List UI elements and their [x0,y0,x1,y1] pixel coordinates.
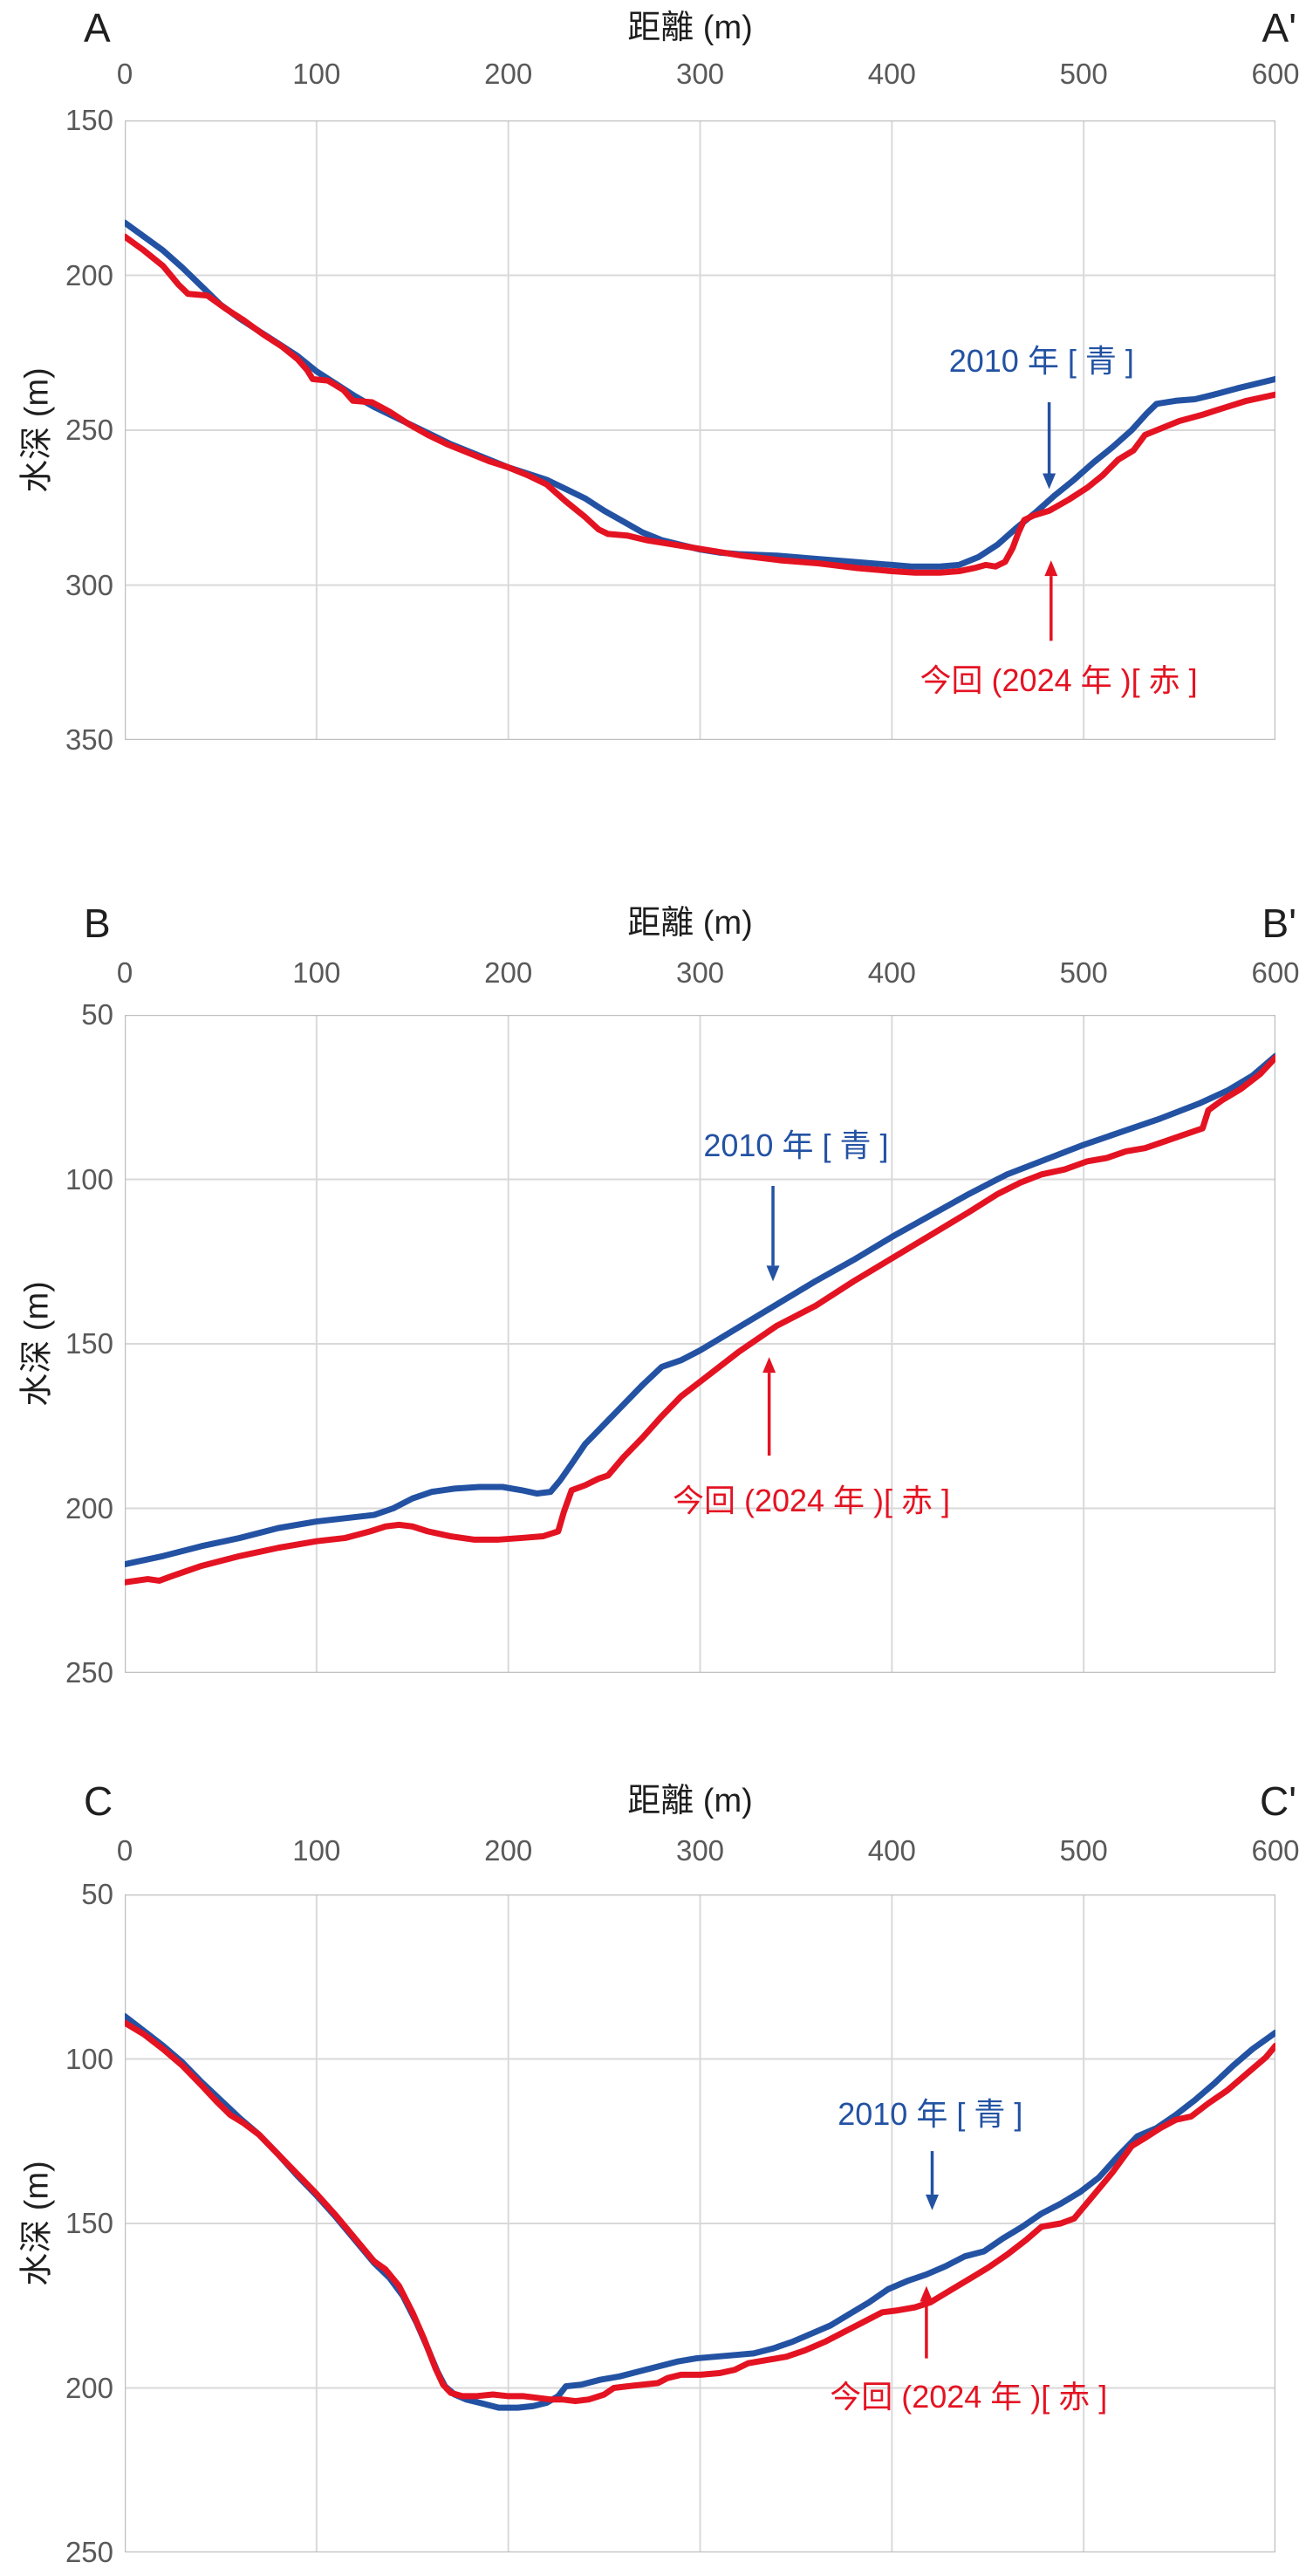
panel-a-y-axis-title: 水深 (m) [18,367,56,493]
panel-c-plot-svg [125,1894,1275,2552]
y-tick-150: 150 [65,1327,113,1360]
x-tick-0: 0 [116,1834,133,1867]
annotation-arrowhead-0 [766,1265,780,1282]
panel-c-header: C 距離 (m) C' [84,1777,1296,1826]
curve-今回(2024年)[赤] [125,1058,1275,1582]
y-tick-50: 50 [81,998,113,1031]
annotation-arrowhead-1 [762,1357,776,1374]
panel-c-x-axis-title: 距離 (m) [627,1783,753,1819]
panel-a-x-axis-title: 距離 (m) [627,10,753,46]
x-tick-300: 300 [675,1834,725,1867]
panel-b-plot-area: 2010 年 [ 青 ] 今回 (2024 年 )[ 赤 ] [125,1015,1275,1673]
panel-c-end-label: C' [1259,1778,1296,1824]
x-tick-100: 100 [292,58,341,90]
legend-label-2024-a: 今回 (2024 年 )[ 赤 ] [920,662,1198,698]
panel-b-y-tick-labels: 50 100 150 200 250 [16,998,113,1689]
legend-label-2010-a: 2010 年 [ 青 ] [948,343,1134,380]
y-tick-100: 100 [65,1162,113,1196]
x-tick-0: 0 [116,956,133,989]
x-tick-500: 500 [1059,956,1108,989]
legend-label-2010-c: 2010 年 [ 青 ] [838,2095,1023,2132]
annotation-arrowhead-0 [925,2194,939,2210]
panel-c-y-tick-labels: 50 100 150 200 250 [16,1878,113,2568]
annotation-arrowhead-1 [1044,560,1058,577]
annotation-arrowhead-0 [1043,473,1056,490]
x-tick-400: 400 [867,58,916,90]
x-tick-0: 0 [116,58,133,90]
panel-b-start-label: B [84,901,111,946]
x-tick-300: 300 [675,58,725,90]
x-tick-300: 300 [675,956,725,989]
panel-b-x-axis-title: 距離 (m) [627,905,753,942]
panel-b-end-label: B' [1262,901,1296,946]
panel-c-start-label: C [84,1778,113,1824]
y-tick-150: 150 [65,104,113,136]
y-tick-250: 250 [65,414,113,446]
y-tick-200: 200 [65,2371,113,2404]
y-tick-300: 300 [65,568,113,601]
y-tick-150: 150 [65,2207,113,2239]
x-tick-500: 500 [1059,1834,1108,1867]
x-tick-600: 600 [1251,58,1300,90]
y-tick-100: 100 [65,2042,113,2075]
x-tick-100: 100 [292,1834,341,1867]
legend-label-2024-c: 今回 (2024 年 )[ 赤 ] [830,2379,1108,2415]
panel-a-y-tick-labels: 150 200 250 300 350 [16,104,113,756]
y-tick-350: 350 [65,723,113,756]
x-tick-600: 600 [1251,956,1300,989]
panel-a-header: A 距離 (m) A' [84,3,1296,52]
y-tick-200: 200 [65,1491,113,1524]
y-tick-250: 250 [65,1656,113,1689]
panel-b-plot-svg [125,1015,1275,1673]
x-tick-200: 200 [484,956,533,989]
panel-b-y-axis-title: 水深 (m) [18,1281,56,1407]
y-tick-250: 250 [65,2536,113,2568]
panel-b-header: B 距離 (m) B' [84,899,1296,948]
panel-c-plot-area: 2010 年 [ 青 ] 今回 (2024 年 )[ 赤 ] [125,1894,1275,2552]
panel-a-plot-svg [125,120,1275,740]
panel-a-end-label: A' [1262,5,1296,51]
x-tick-600: 600 [1251,1834,1300,1867]
curve-今回(2024年)[赤] [125,2023,1275,2401]
panel-a-start-label: A [84,5,111,51]
x-tick-100: 100 [292,956,341,989]
x-tick-200: 200 [484,58,533,90]
annotation-arrowhead-1 [920,2285,933,2302]
panel-c-x-tick-labels: 0 100 200 300 400 500 600 [117,1833,1300,1869]
x-tick-500: 500 [1059,58,1108,90]
legend-label-2024-b: 今回 (2024 年 )[ 赤 ] [672,1483,951,1519]
y-tick-200: 200 [65,258,113,291]
x-tick-400: 400 [867,956,916,989]
panel-a-plot-area: 2010 年 [ 青 ] 今回 (2024 年 )[ 赤 ] [125,120,1275,740]
y-tick-50: 50 [81,1878,113,1910]
legend-label-2010-b: 2010 年 [ 青 ] [703,1127,889,1164]
panel-b-x-tick-labels: 0 100 200 300 400 500 600 [117,955,1300,991]
x-tick-200: 200 [484,1834,533,1867]
panel-c-y-axis-title: 水深 (m) [18,2161,56,2286]
curve-2010年[青] [125,1056,1275,1564]
panel-a-x-tick-labels: 0 100 200 300 400 500 600 [117,56,1300,92]
x-tick-400: 400 [867,1834,916,1867]
curve-今回(2024年)[赤] [125,236,1275,572]
